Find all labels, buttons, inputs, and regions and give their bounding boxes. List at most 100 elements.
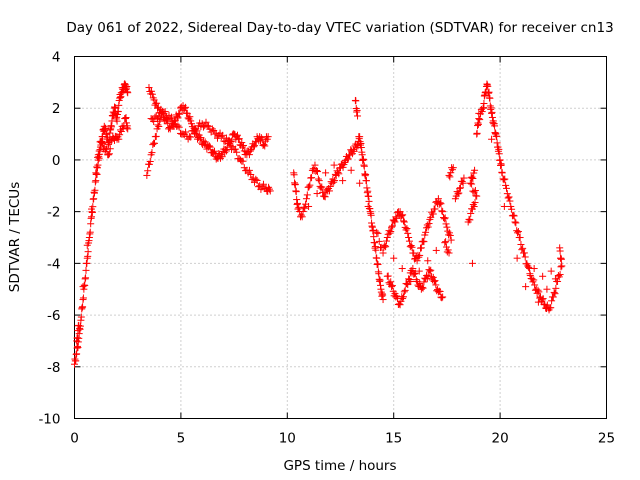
data-point-trace: [300, 203, 308, 211]
data-point-trace: [454, 190, 462, 198]
data-point-trace: [495, 150, 503, 158]
data-point-trace: [404, 281, 412, 289]
data-point-trace: [212, 155, 220, 163]
data-point-trace: [239, 157, 247, 165]
data-point-trace: [486, 94, 494, 102]
data-point-trace: [174, 114, 182, 122]
data-point-trace: [245, 151, 253, 159]
data-point: [468, 259, 476, 267]
data-point-trace: [427, 266, 435, 274]
data-point-trace: [411, 269, 419, 277]
data-point: [500, 202, 508, 210]
data-point-trace: [442, 220, 450, 228]
data-point-trace: [110, 109, 118, 117]
data-point-trace: [403, 280, 411, 288]
data-point-trace: [514, 229, 522, 237]
data-point-trace: [467, 209, 475, 217]
data-point-trace: [303, 191, 311, 199]
data-point: [473, 192, 481, 200]
data-point-trace: [193, 127, 201, 135]
data-point-trace: [219, 131, 227, 139]
data-point-trace: [221, 149, 229, 157]
data-point-trace: [473, 129, 481, 137]
data-point-trace: [350, 147, 358, 155]
data-point-trace: [399, 217, 407, 225]
y-tick-label: -4: [47, 256, 60, 272]
data-point-trace: [418, 283, 426, 291]
data-point-trace: [299, 208, 307, 216]
data-point-trace: [218, 153, 226, 161]
data-point-trace: [318, 183, 326, 191]
data-point: [522, 283, 530, 291]
data-point-trace: [468, 180, 476, 188]
data-point-trace: [325, 187, 333, 195]
data-point-trace: [374, 229, 382, 237]
data-point-trace: [199, 137, 207, 145]
data-point-trace: [403, 225, 411, 233]
data-point-trace: [539, 295, 547, 303]
data-point: [83, 241, 91, 249]
data-point-trace: [402, 226, 410, 234]
data-point: [113, 117, 121, 125]
data-point-trace: [216, 154, 224, 162]
data-point-trace: [344, 155, 352, 163]
data-point: [498, 169, 506, 177]
data-point-trace: [385, 279, 393, 287]
data-point: [556, 244, 564, 252]
data-point-trace: [73, 334, 81, 342]
data-point: [145, 84, 153, 92]
data-point-trace: [316, 182, 324, 190]
data-point: [460, 174, 468, 182]
data-point-trace: [102, 124, 110, 132]
y-tick-label: 2: [52, 101, 61, 117]
data-point-trace: [401, 286, 409, 294]
data-point: [153, 104, 161, 112]
data-point-trace: [415, 253, 423, 261]
data-point-trace: [201, 138, 209, 146]
data-point-trace: [334, 169, 342, 177]
data-point-trace: [148, 149, 156, 157]
data-point-trace: [114, 108, 122, 116]
data-point: [426, 267, 434, 275]
chart-title: Day 061 of 2022, Sidereal Day-to-day VTE…: [66, 20, 613, 36]
data-point-trace: [405, 237, 413, 245]
data-point: [502, 184, 510, 192]
data-point-trace: [420, 278, 428, 286]
data-point-trace: [466, 216, 474, 224]
y-tick-label: -8: [47, 360, 60, 376]
data-point-trace: [438, 294, 446, 302]
data-point-trace: [331, 177, 339, 185]
x-tick-label: 5: [177, 431, 186, 447]
data-point-trace: [335, 170, 343, 178]
data-point: [417, 244, 425, 252]
plot-frame: [74, 56, 607, 419]
data-point-trace: [314, 175, 322, 183]
data-point-trace: [108, 123, 116, 131]
data-point: [445, 249, 453, 257]
data-point: [160, 109, 168, 117]
data-point: [558, 262, 566, 270]
data-point-trace: [435, 200, 443, 208]
data-point: [390, 254, 398, 262]
data-point-trace: [313, 167, 321, 175]
data-point-trace: [238, 139, 246, 147]
data-point-trace: [93, 170, 101, 178]
data-point-trace: [551, 290, 559, 298]
data-point-trace: [436, 287, 444, 295]
data-point-trace: [424, 271, 432, 279]
data-point: [379, 249, 387, 257]
data-point-trace: [380, 243, 388, 251]
data-point-trace: [468, 173, 476, 181]
data-point-trace: [319, 189, 327, 197]
data-point-trace: [308, 174, 316, 182]
data-point: [407, 277, 415, 285]
data-point-trace: [225, 136, 233, 144]
data-point-trace: [547, 304, 555, 312]
data-point: [143, 171, 151, 179]
data-point-trace: [436, 199, 444, 207]
data-point-trace: [374, 261, 382, 269]
data-point-trace: [203, 122, 211, 130]
data-point: [175, 109, 183, 117]
data-point: [188, 120, 196, 128]
data-point-trace: [447, 169, 455, 177]
